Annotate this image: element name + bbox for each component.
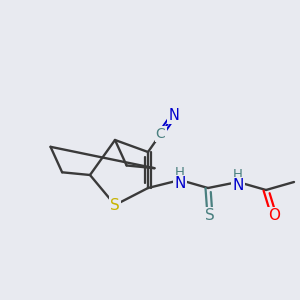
Text: S: S — [110, 197, 120, 212]
Text: C: C — [156, 127, 166, 141]
Text: S: S — [205, 208, 215, 224]
Text: H: H — [175, 167, 185, 179]
Text: N: N — [168, 108, 179, 123]
Text: H: H — [233, 169, 243, 182]
Text: N: N — [174, 176, 186, 191]
Text: N: N — [232, 178, 244, 194]
Text: O: O — [268, 208, 280, 224]
